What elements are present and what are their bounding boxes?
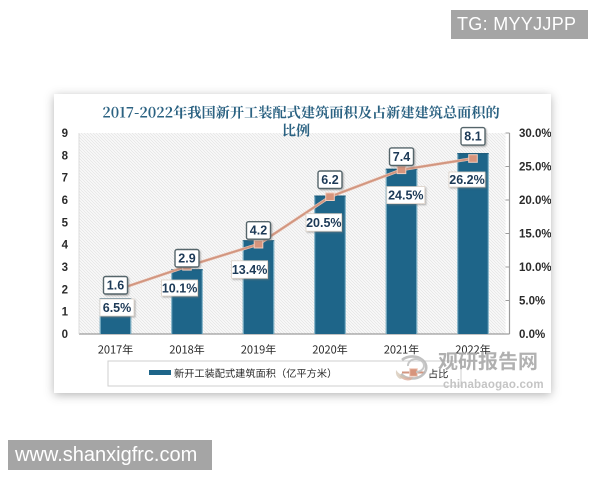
svg-text:8.1: 8.1 (464, 130, 481, 144)
svg-text:5: 5 (62, 217, 69, 229)
svg-text:6.5%: 6.5% (103, 301, 132, 315)
svg-text:0: 0 (62, 329, 68, 341)
svg-text:8: 8 (62, 150, 69, 162)
svg-text:0.0%: 0.0% (519, 329, 545, 341)
svg-text:25.0%: 25.0% (519, 162, 551, 174)
svg-text:1.6: 1.6 (107, 279, 124, 293)
svg-text:20.0%: 20.0% (519, 195, 551, 207)
svg-text:5.0%: 5.0% (519, 296, 545, 308)
svg-text:30.0%: 30.0% (519, 128, 551, 140)
svg-text:15.0%: 15.0% (519, 229, 551, 241)
svg-text:1: 1 (62, 307, 69, 319)
svg-text:6: 6 (62, 195, 68, 207)
svg-text:3: 3 (62, 262, 68, 274)
svg-text:7: 7 (62, 173, 68, 185)
svg-text:26.2%: 26.2% (449, 173, 484, 187)
svg-text:13.4%: 13.4% (232, 263, 267, 277)
svg-text:4: 4 (62, 240, 69, 252)
svg-text:9: 9 (62, 128, 68, 140)
svg-text:2.9: 2.9 (178, 252, 195, 266)
svg-text:10.1%: 10.1% (162, 282, 197, 296)
svg-text:4.2: 4.2 (250, 224, 267, 238)
svg-text:20.5%: 20.5% (306, 216, 341, 230)
svg-text:10.0%: 10.0% (519, 262, 551, 274)
svg-text:7.4: 7.4 (393, 150, 410, 164)
svg-text:2: 2 (62, 284, 68, 296)
svg-text:6.2: 6.2 (321, 173, 338, 187)
svg-text:chinabaogao.com: chinabaogao.com (443, 379, 544, 391)
svg-text:24.5%: 24.5% (388, 189, 423, 203)
